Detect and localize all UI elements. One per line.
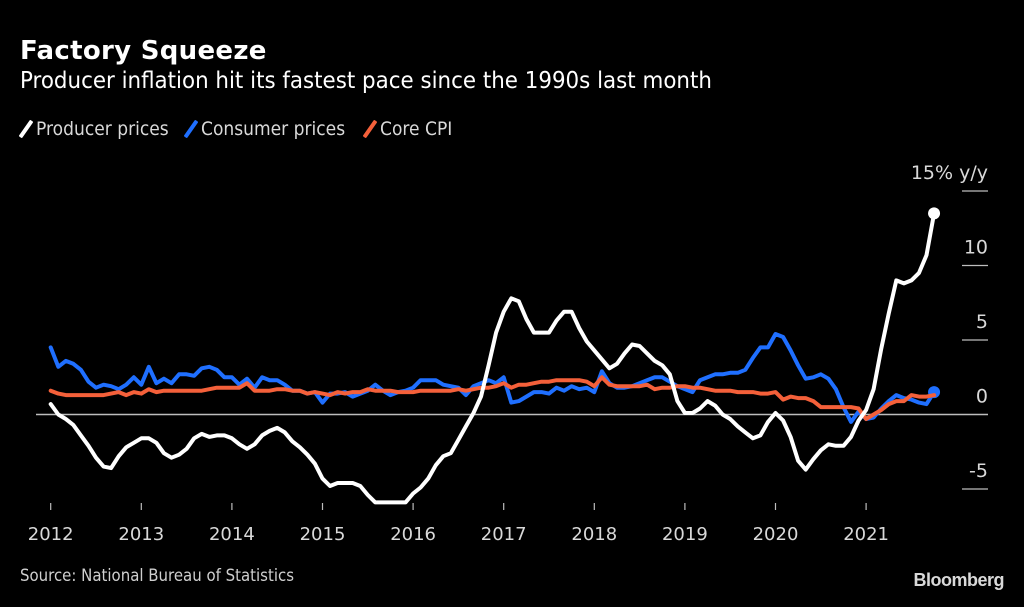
x-tick-label: 2016 [390, 524, 436, 545]
x-tick-label: 2017 [481, 524, 527, 545]
y-tick-label: -5 [969, 460, 988, 482]
legend-item-producer-prices: Producer prices [20, 118, 177, 140]
legend-label: Core CPI [379, 118, 452, 140]
chart-subtitle: Producer inflation hit its fastest pace … [20, 68, 712, 94]
y-tick-label: 15% y/y [911, 162, 988, 184]
x-tick-label: 2019 [662, 524, 708, 545]
y-tick-label: 10 [964, 237, 988, 259]
legend-item-consumer-prices: Consumer prices [185, 118, 355, 140]
series-line-consumer-prices [48, 332, 937, 424]
source-note: Source: National Bureau of Statistics [20, 566, 295, 586]
x-tick-label: 2018 [571, 524, 617, 545]
y-axis: 15% y/y 10 5 0 -5 [911, 162, 988, 490]
legend: Producer prices Consumer prices Core CPI [20, 118, 462, 140]
x-tick-label: 2021 [843, 524, 889, 545]
series-layer [48, 207, 941, 505]
x-axis: 2012 2013 2014 2015 2016 2017 2018 2019 2020 2021 [28, 503, 889, 545]
x-tick-label: 2014 [209, 524, 255, 545]
chart-title: Factory Squeeze [20, 36, 267, 66]
legend-item-core-cpi: Core CPI [364, 118, 454, 140]
x-tick-label: 2015 [300, 524, 346, 545]
end-marker-producer-prices [928, 207, 941, 220]
x-tick-label: 2012 [28, 524, 74, 545]
y-tick-label: 5 [976, 311, 988, 333]
series-line-core-cpi [48, 375, 937, 421]
y-tick-label: 0 [976, 386, 988, 408]
legend-label: Producer prices [36, 118, 169, 140]
x-tick-label: 2020 [753, 524, 799, 545]
x-tick-label: 2013 [118, 524, 164, 545]
bloomberg-logo: Bloomberg [913, 570, 1004, 590]
series-line-producer-prices [48, 211, 937, 505]
legend-label: Consumer prices [201, 118, 346, 140]
